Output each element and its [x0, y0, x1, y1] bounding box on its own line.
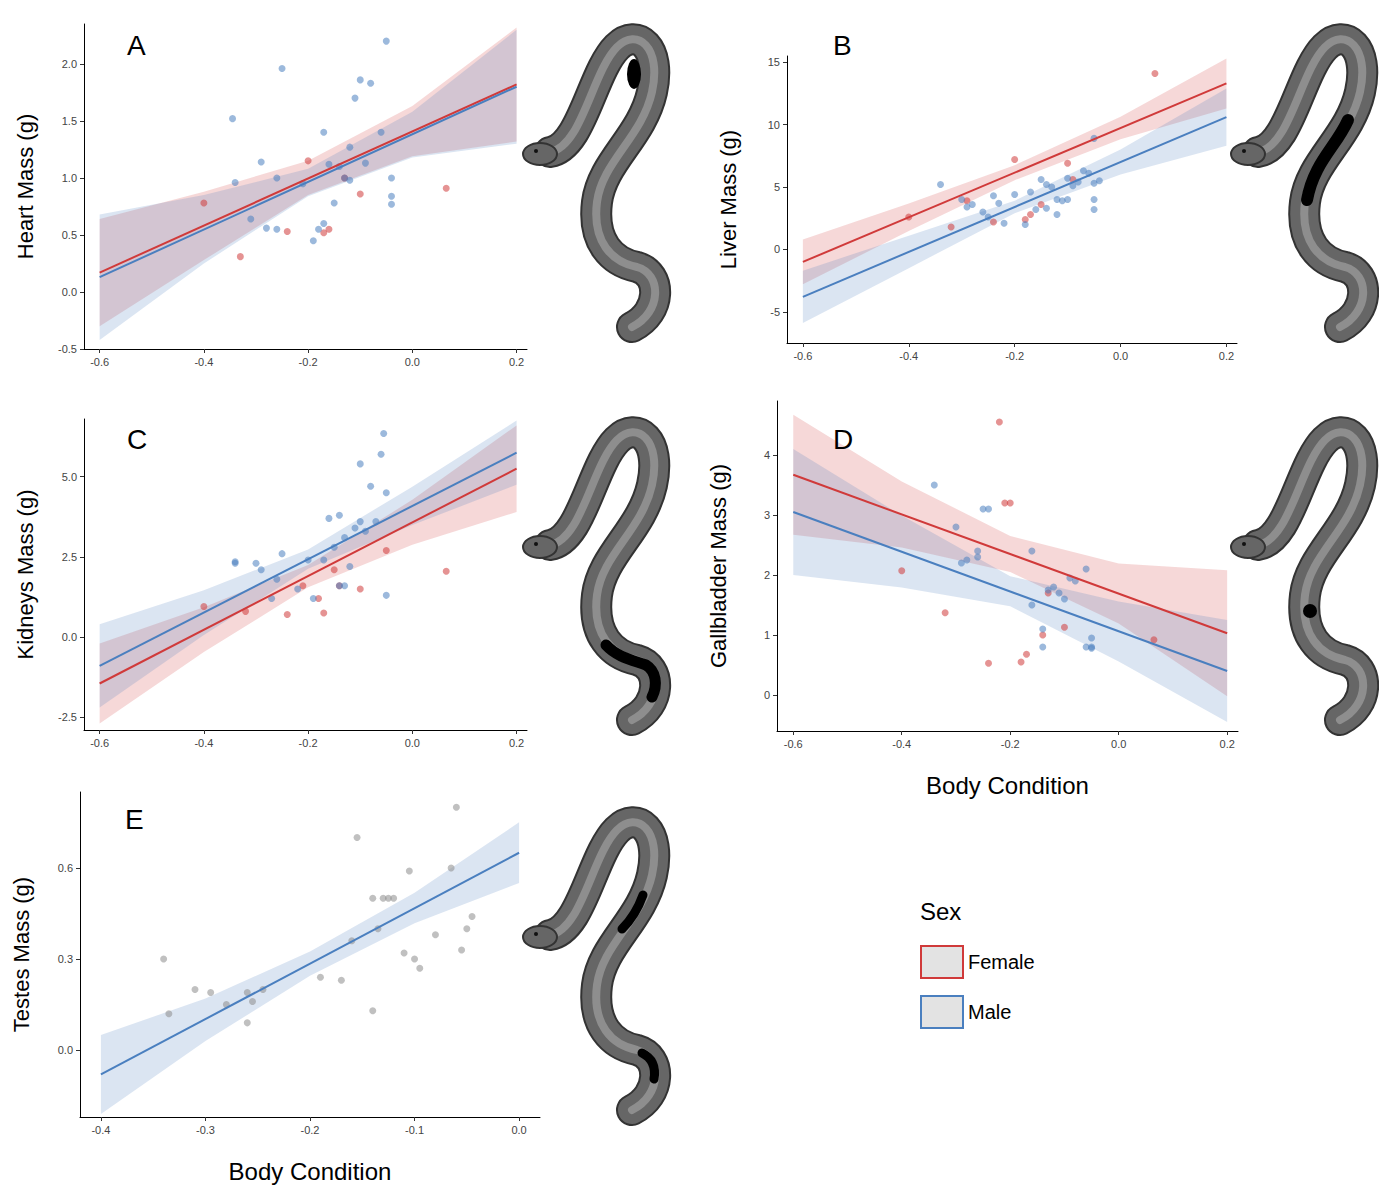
svg-text:D: D	[833, 424, 853, 455]
svg-text:0.6: 0.6	[58, 862, 73, 874]
svg-text:0.0: 0.0	[511, 1124, 526, 1136]
svg-text:-0.3: -0.3	[196, 1124, 215, 1136]
svg-text:1.0: 1.0	[62, 172, 77, 184]
svg-text:0.2: 0.2	[509, 356, 524, 368]
svg-text:0.0: 0.0	[405, 356, 420, 368]
svg-text:Testes Mass (g): Testes Mass (g)	[9, 877, 34, 1032]
svg-text:-0.2: -0.2	[299, 356, 318, 368]
svg-text:0.0: 0.0	[58, 1044, 73, 1056]
svg-text:2.5: 2.5	[62, 551, 77, 563]
svg-text:0.0: 0.0	[62, 631, 77, 643]
svg-text:Body Condition: Body Condition	[926, 772, 1089, 799]
svg-text:15: 15	[768, 56, 780, 68]
svg-text:-0.5: -0.5	[58, 343, 77, 355]
svg-text:10: 10	[768, 119, 780, 131]
svg-text:B: B	[833, 30, 852, 61]
svg-text:-0.4: -0.4	[194, 737, 213, 749]
svg-text:-0.2: -0.2	[301, 1124, 320, 1136]
svg-text:0.2: 0.2	[1220, 738, 1235, 750]
svg-text:Kidneys Mass (g): Kidneys Mass (g)	[13, 490, 38, 660]
svg-text:-0.2: -0.2	[1001, 738, 1020, 750]
svg-text:Sex: Sex	[920, 898, 961, 925]
svg-text:-0.2: -0.2	[299, 737, 318, 749]
svg-text:0.5: 0.5	[62, 229, 77, 241]
svg-text:0.0: 0.0	[62, 286, 77, 298]
svg-text:5.0: 5.0	[62, 471, 77, 483]
svg-text:-0.4: -0.4	[892, 738, 911, 750]
svg-text:Female: Female	[968, 951, 1035, 973]
svg-text:0: 0	[774, 243, 780, 255]
svg-text:-0.1: -0.1	[405, 1124, 424, 1136]
svg-text:2: 2	[764, 569, 770, 581]
svg-text:5: 5	[774, 181, 780, 193]
svg-text:Liver Mass (g): Liver Mass (g)	[716, 130, 741, 269]
svg-text:Gallbladder Mass (g): Gallbladder Mass (g)	[706, 464, 731, 668]
svg-text:1: 1	[764, 629, 770, 641]
svg-text:0.2: 0.2	[509, 737, 524, 749]
svg-text:0.3: 0.3	[58, 953, 73, 965]
svg-text:Male: Male	[968, 1001, 1011, 1023]
svg-text:-5: -5	[770, 306, 780, 318]
svg-text:0.2: 0.2	[1219, 350, 1234, 362]
svg-text:-2.5: -2.5	[58, 711, 77, 723]
svg-text:0.0: 0.0	[405, 737, 420, 749]
svg-text:4: 4	[764, 449, 770, 461]
svg-text:0.0: 0.0	[1111, 738, 1126, 750]
svg-text:C: C	[127, 424, 147, 455]
svg-text:Heart Mass (g): Heart Mass (g)	[13, 114, 38, 259]
svg-text:0: 0	[764, 689, 770, 701]
svg-text:0.0: 0.0	[1113, 350, 1128, 362]
svg-text:-0.6: -0.6	[784, 738, 803, 750]
svg-text:-0.6: -0.6	[90, 737, 109, 749]
svg-text:1.5: 1.5	[62, 115, 77, 127]
svg-text:-0.4: -0.4	[91, 1124, 110, 1136]
svg-text:Body Condition: Body Condition	[229, 1158, 392, 1185]
svg-text:-0.4: -0.4	[899, 350, 918, 362]
svg-text:3: 3	[764, 509, 770, 521]
svg-text:E: E	[125, 804, 144, 835]
svg-text:-0.2: -0.2	[1005, 350, 1024, 362]
svg-text:-0.6: -0.6	[793, 350, 812, 362]
svg-text:A: A	[127, 30, 146, 61]
svg-text:2.0: 2.0	[62, 58, 77, 70]
svg-text:-0.4: -0.4	[194, 356, 213, 368]
svg-text:-0.6: -0.6	[90, 356, 109, 368]
